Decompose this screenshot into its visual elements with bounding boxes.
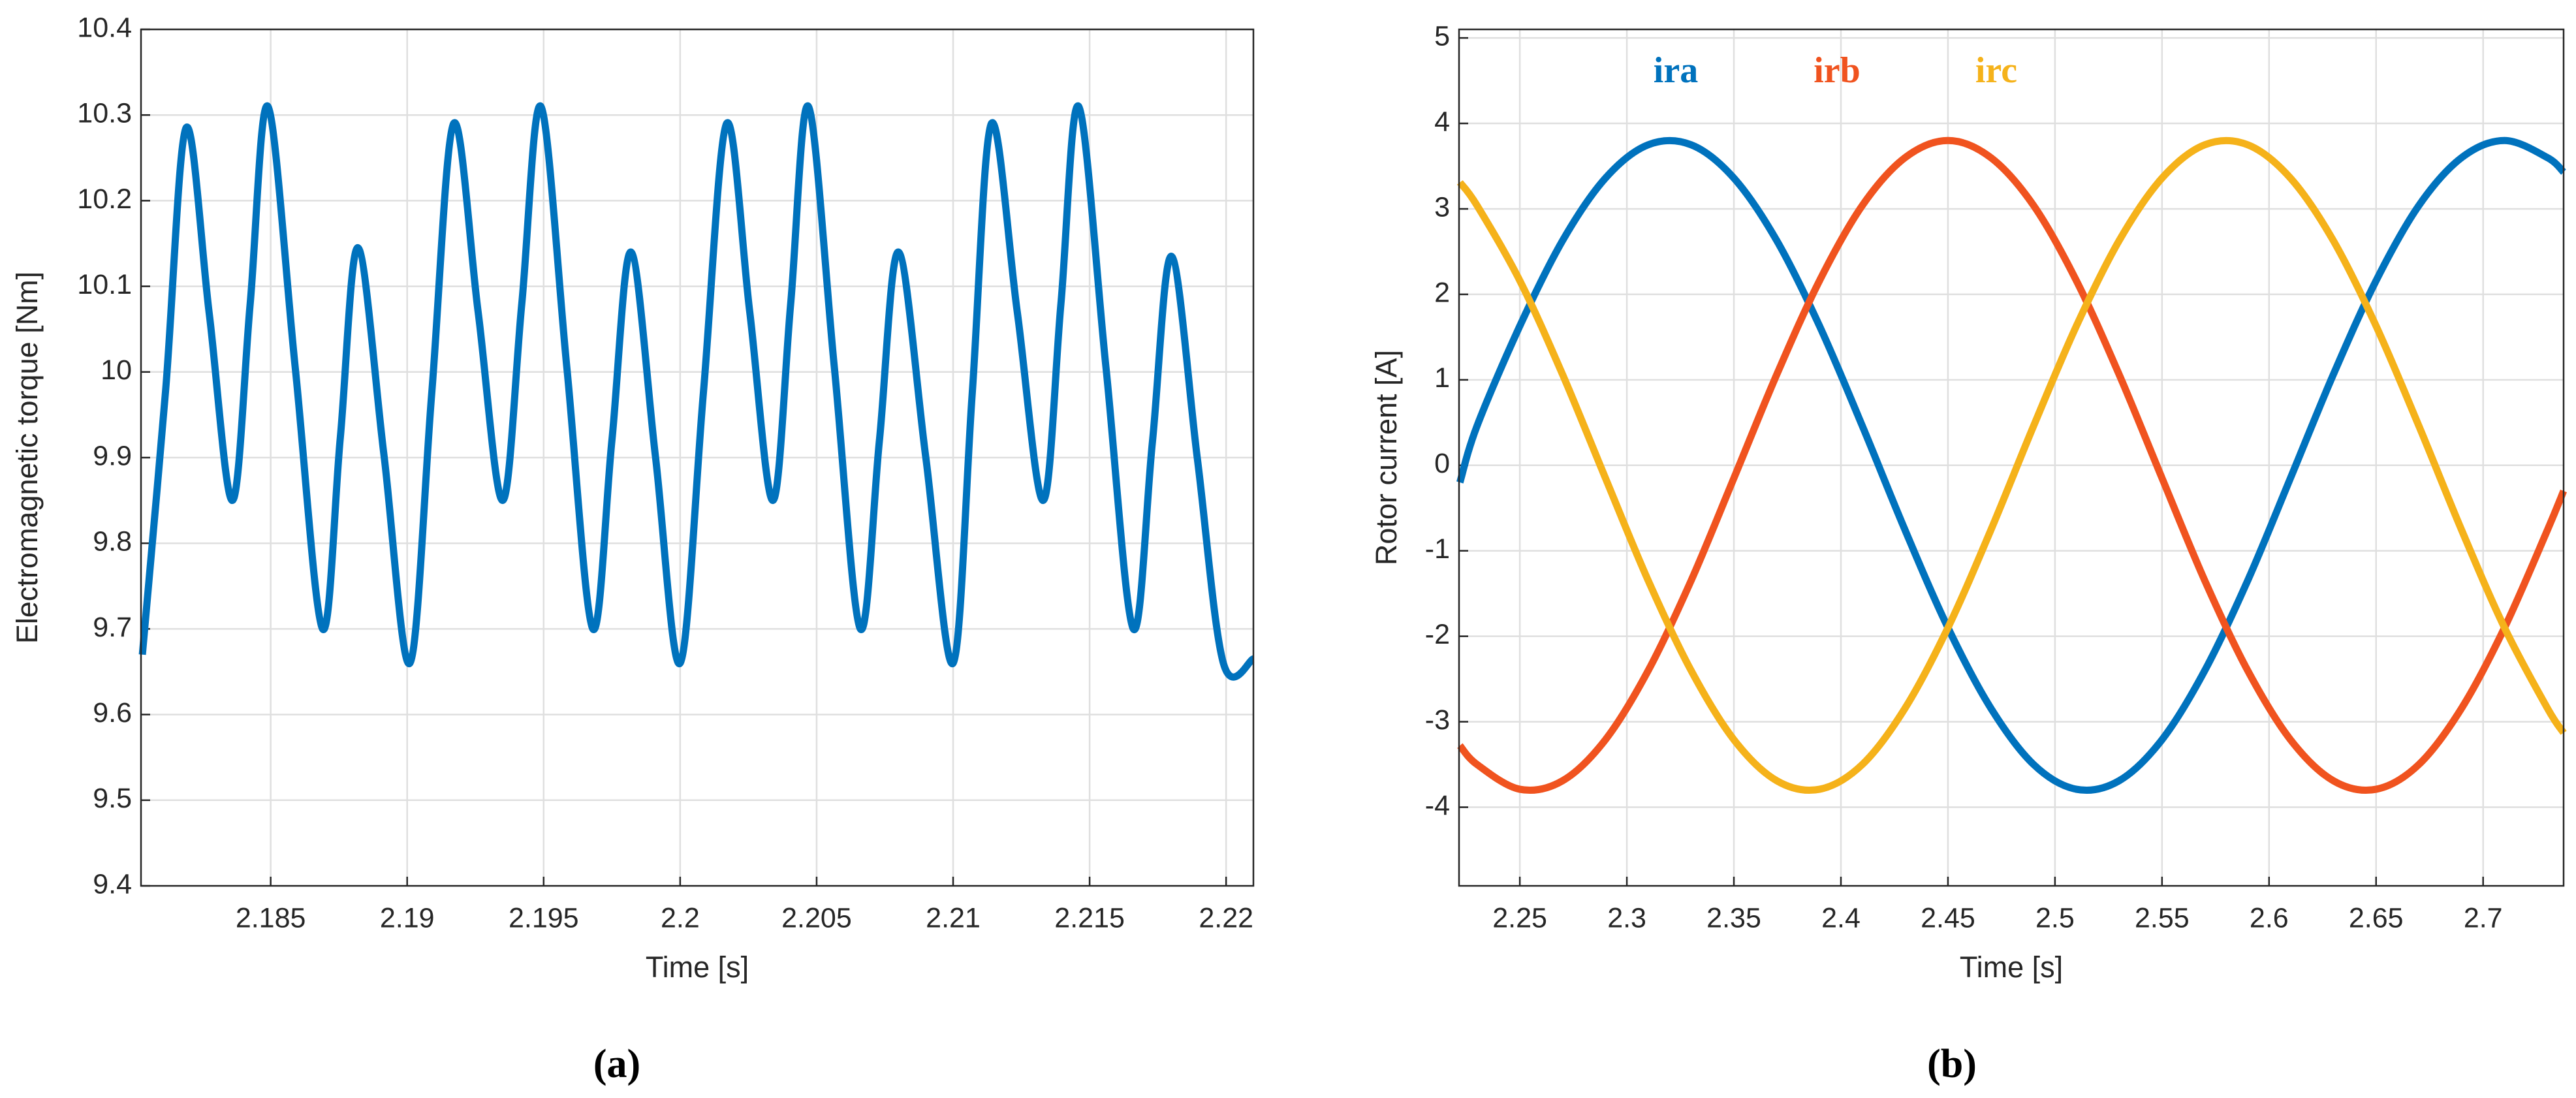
y-axis-label: Rotor current [A] — [1370, 350, 1403, 565]
series-label: irb — [1814, 50, 1861, 91]
y-tick-label: 9.8 — [93, 526, 132, 557]
y-tick-label: 2 — [1434, 277, 1450, 308]
x-axis-label: Time [s] — [646, 950, 749, 984]
y-tick-label: 10 — [101, 354, 132, 386]
x-tick-label: 2.6 — [2250, 902, 2289, 933]
x-tick-label: 2.21 — [926, 902, 981, 933]
x-tick-label: 2.65 — [2349, 902, 2404, 933]
x-tick-label: 2.35 — [1706, 902, 1761, 933]
x-tick-label: 2.22 — [1199, 902, 1253, 933]
x-tick-label: 2.195 — [509, 902, 579, 933]
caption: (a) — [593, 1042, 640, 1086]
x-tick-label: 2.2 — [661, 902, 700, 933]
y-tick-label: -4 — [1425, 790, 1450, 821]
axes-box — [1458, 28, 2565, 887]
x-tick-label: 2.215 — [1054, 902, 1125, 933]
y-tick-label: 10.1 — [77, 269, 132, 300]
axes-box — [140, 28, 1255, 887]
y-tick-label: 9.6 — [93, 697, 132, 729]
series-label: irc — [1975, 50, 2017, 91]
x-tick-label: 2.5 — [2035, 902, 2075, 933]
caption: (b) — [1927, 1042, 1977, 1086]
y-tick-label: 10.4 — [77, 12, 132, 43]
y-tick-label: -1 — [1425, 533, 1450, 565]
y-tick-label: 9.7 — [93, 612, 132, 643]
x-tick-label: 2.45 — [1921, 902, 1975, 933]
y-tick-label: 5 — [1434, 20, 1450, 52]
x-tick-label: 2.7 — [2464, 902, 2503, 933]
y-tick-label: 9.9 — [93, 440, 132, 471]
x-axis-label: Time [s] — [1960, 950, 2063, 984]
x-tick-label: 2.25 — [1492, 902, 1547, 933]
x-tick-label: 2.205 — [781, 902, 852, 933]
y-axis-label: Electromagnetic torque [Nm] — [10, 272, 44, 644]
y-tick-label: 3 — [1434, 191, 1450, 223]
y-tick-label: -3 — [1425, 704, 1450, 736]
x-tick-label: 2.55 — [2135, 902, 2190, 933]
y-tick-label: 0 — [1434, 448, 1450, 479]
y-tick-label: -2 — [1425, 619, 1450, 650]
data-line — [1456, 136, 2567, 794]
y-tick-label: 10.3 — [77, 98, 132, 129]
series-label: ira — [1654, 50, 1698, 91]
data-line — [1457, 136, 2568, 794]
y-tick-label: 1 — [1434, 362, 1450, 394]
x-tick-label: 2.4 — [1821, 902, 1861, 933]
x-tick-label: 2.185 — [236, 902, 306, 933]
y-tick-label: 9.4 — [93, 868, 132, 900]
y-tick-label: 4 — [1434, 106, 1450, 137]
y-tick-label: 9.5 — [93, 783, 132, 814]
x-tick-label: 2.19 — [380, 902, 435, 933]
data-line — [138, 102, 1255, 681]
x-tick-label: 2.3 — [1607, 902, 1646, 933]
data-line — [1456, 136, 2566, 794]
y-tick-label: 10.2 — [77, 183, 132, 215]
